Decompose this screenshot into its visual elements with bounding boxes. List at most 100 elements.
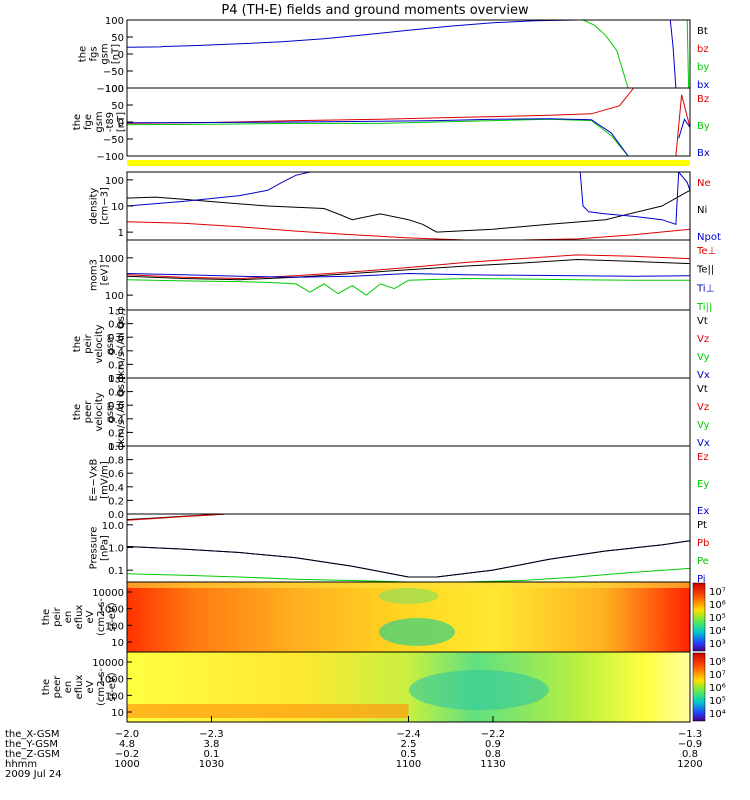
legend-entry: bx — [697, 80, 709, 91]
y-axis-label: the — [72, 114, 83, 130]
colorbar-tick-label: 10⁴ — [709, 709, 726, 720]
y-tick-label: 100 — [105, 176, 124, 187]
series-group — [127, 254, 690, 296]
heatmap-feature — [408, 670, 549, 710]
x-axis-value: −2.0 — [115, 729, 139, 740]
panel-fgs2: 100 50 0 −50 −100 the fge gsm -t89 [nT] Bz By Bx — [72, 84, 710, 163]
colorbar-tick-label: 10⁸ — [709, 657, 726, 668]
legend-entry: Vy — [697, 352, 710, 363]
series-group — [127, 88, 690, 156]
panel-pressure: 10.0 1.0 0.1 Pressure [nPa] Pt Pb Pe Pi — [89, 513, 709, 585]
mode-band — [127, 160, 690, 166]
y-tick-label: 10.0 — [102, 521, 124, 532]
y-axis-label: peer — [83, 400, 94, 424]
series-line-blue — [579, 172, 690, 225]
x-axis-value: 0.1 — [203, 749, 219, 760]
legend-entry: Bx — [697, 148, 710, 159]
series-group — [127, 514, 690, 582]
series-line-red — [675, 94, 690, 156]
y-axis-label: fge — [83, 114, 94, 130]
y-axis-label: the — [72, 404, 83, 420]
legend-entry: Ni — [697, 205, 707, 216]
series-line-green — [127, 277, 690, 296]
y-tick-label: 0.8 — [108, 388, 124, 399]
y-tick-label: 1000 — [99, 605, 124, 616]
panel-efield: 1.0 0.8 0.6 0.4 0.2 0.0 E=−VxB [mV/m] Ez Ey Ex — [89, 442, 710, 521]
y-tick-label: 1000 — [99, 254, 124, 265]
y-tick-label: 100 — [105, 16, 124, 27]
y-axis-label: -t89 — [105, 112, 116, 132]
panel-peir: 10⁷ 10⁶ 10⁵ 10⁴ 10³ 10000 1000 100 10 the peir en ef… — [41, 581, 726, 653]
y-tick-label: 10 — [111, 202, 124, 213]
y-axis-label: eV — [85, 680, 96, 693]
legend-entry: Bt — [697, 26, 708, 37]
y-tick-label: 1.0 — [108, 442, 124, 453]
x-axis-value: 1000 — [114, 759, 139, 770]
y-tick-label: 0.6 — [108, 469, 124, 480]
y-axis-label: gsm — [105, 333, 116, 354]
series-line-black — [127, 189, 690, 233]
y-tick-label: 10000 — [92, 658, 124, 669]
series-line-green — [582, 20, 629, 88]
legend-entry: Ez — [697, 452, 709, 463]
y-axis-label: [nT] — [111, 44, 122, 64]
legend-entry: Pe — [697, 556, 709, 567]
heatmap-feature — [127, 704, 409, 718]
legend-entry: by — [697, 62, 709, 73]
series-group — [127, 20, 690, 88]
x-axis-value: 1130 — [480, 759, 505, 770]
panel-frame — [126, 309, 691, 379]
y-axis-label: [nPa] — [100, 535, 111, 561]
series-line-red — [127, 254, 690, 280]
y-axis-label: eflux — [74, 605, 85, 630]
y-axis-label: eflux — [74, 675, 85, 700]
y-axis-label: gsm — [100, 43, 111, 64]
panel-fgs: 100 50 0 −50 −100 the fgs gsm [nT] Bt bz by bx — [78, 16, 710, 95]
panel-peer: 10⁸ 10⁷ 10⁶ 10⁵ 10⁴ 10000 1000 100 10 the peer en ef… — [41, 651, 726, 723]
y-tick-label: 100 — [105, 84, 124, 95]
legend-entry: Te|| — [696, 265, 714, 276]
y-axis-label: Pressure — [89, 527, 100, 570]
y-axis-label: sr-eV) — [107, 602, 118, 631]
y-tick-label: 0.8 — [108, 456, 124, 467]
y-axis-label: [mV/m] — [100, 461, 111, 499]
x-axis-value: −2.2 — [481, 729, 505, 740]
colorbar-tick-label: 10⁵ — [709, 696, 726, 707]
y-axis-label: [eV] — [100, 265, 111, 286]
y-axis-label: [km/s (All Qs)] — [116, 376, 127, 448]
y-axis-label: mom3 — [89, 259, 100, 291]
legend-entry: Npot — [697, 232, 721, 243]
y-axis-label: the — [72, 336, 83, 352]
x-axis-value: 1030 — [199, 759, 224, 770]
legend-entry: Te⊥ — [696, 246, 716, 257]
series-group — [127, 172, 690, 240]
x-axis-value: −2.4 — [396, 729, 420, 740]
series-line-blue — [127, 20, 623, 48]
series-line-blue — [669, 20, 677, 88]
y-tick-label: 1000 — [99, 675, 124, 686]
legend-entry: Bz — [697, 94, 709, 105]
legend-entry: Vz — [697, 334, 709, 345]
y-axis-label: peer — [52, 675, 63, 699]
plot-title: P4 (TH-E) fields and ground moments over… — [221, 3, 529, 18]
y-axis-label: velocity — [94, 324, 105, 363]
panel-frame — [126, 513, 691, 583]
panel-velpeer: 1.0 0.8 0.6 0.4 0.2 0.0 the peer velocity gsm [km/… — [72, 374, 710, 453]
panel-mode — [127, 160, 690, 166]
x-axis-row-label: the_Y-GSM — [5, 739, 58, 750]
y-axis-label: peir — [52, 606, 63, 626]
y-tick-label: 1.0 — [108, 374, 124, 385]
x-axis-value: 2.5 — [401, 739, 417, 750]
series-line-red — [127, 221, 690, 240]
panel-frame — [126, 171, 691, 241]
y-axis-label: (cm2-s- — [96, 598, 107, 636]
colorbar-tick-label: 10⁴ — [709, 626, 726, 637]
x-axis-value: −2.3 — [199, 729, 223, 740]
series-line-black — [127, 258, 690, 281]
colorbar-tick-label: 10⁶ — [709, 600, 726, 611]
date-label: 2009 Jul 24 — [5, 769, 62, 780]
legend-entry: Ti⊥ — [696, 283, 714, 294]
y-axis-label: [cm−3] — [100, 187, 111, 225]
series-line-green — [127, 118, 629, 156]
